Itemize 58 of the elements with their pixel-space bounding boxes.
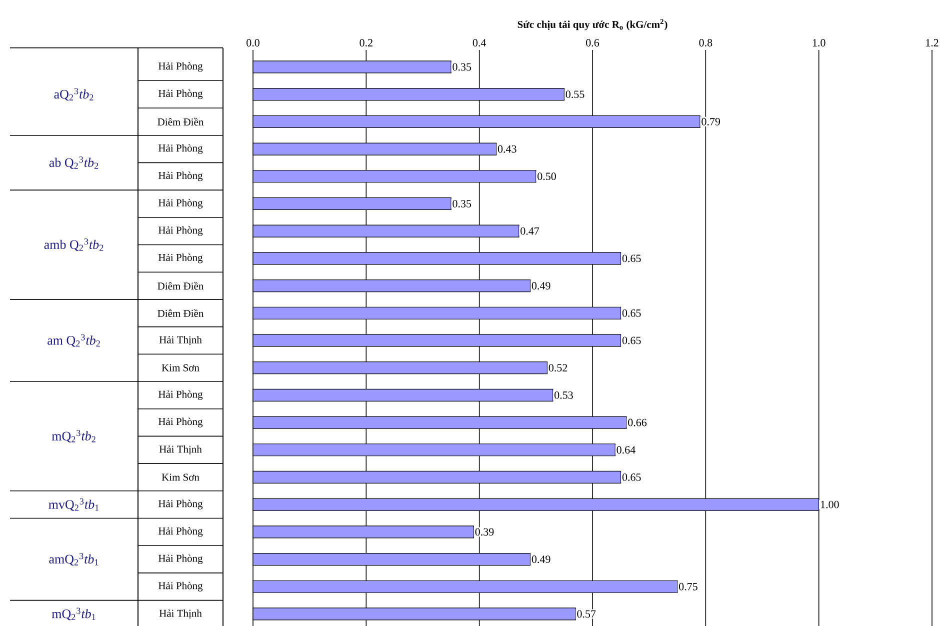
data-label: 0.65 <box>622 254 641 262</box>
data-label: 0.53 <box>554 391 573 399</box>
data-label: 0.75 <box>679 582 698 590</box>
x-axis-title: Sức chịu tải quy ước R$_{o}$ (kG/cm$^{2}$) <box>518 19 668 30</box>
text: mQ$_{2}$$^{3}$tb$_{2}$ <box>52 430 96 442</box>
y-tick-label: Hải Phòng <box>158 418 203 428</box>
y-tick-label: Hải Phòng <box>158 62 203 72</box>
y-tick-label: Hải Phòng <box>158 500 203 510</box>
text: amb Q$_{2}$$^{3}$tb$_{2}$ <box>44 238 104 251</box>
data-label: 0.43 <box>498 145 516 153</box>
text: am Q$_{2}$$^{3}$tb$_{2}$ <box>48 334 100 347</box>
y-tick-label: Hải Thịnh <box>159 336 202 345</box>
text: mQ$_{2}$$^{3}$tb$_{1}$ <box>52 608 96 620</box>
data-label: 0.79 <box>702 118 720 126</box>
y-tick-label: Hải Phòng <box>158 90 203 100</box>
y-tick-label: Hải Phòng <box>158 554 203 564</box>
data-label: 0.49 <box>532 282 550 290</box>
y-tick-label: Hải Phòng <box>158 226 203 236</box>
text: mvQ$_{2}$$^{3}$tb$_{1}$ <box>48 498 99 511</box>
y-tick-label: Hải Phòng <box>158 582 203 592</box>
data-label: 1.00 <box>821 500 839 508</box>
x-tick-label: 0.2 <box>360 39 372 46</box>
data-label: 0.35 <box>452 63 472 71</box>
data-label: 0.50 <box>538 172 556 180</box>
x-tick-label: 0.4 <box>472 39 486 46</box>
y-tick-label: Hải Thịnh <box>159 445 202 454</box>
data-label: 0.65 <box>622 473 641 481</box>
y-tick-label: Hải Phòng <box>158 254 203 264</box>
y-tick-label: Kim Sơn <box>162 364 200 372</box>
data-label: 0.65 <box>622 309 641 317</box>
y-tick-label: Hải Thịnh <box>159 609 202 618</box>
y-tick-label: Hải Phòng <box>158 172 203 182</box>
y-tick-label: Kim Sơn <box>162 474 200 481</box>
x-tick-label: 0.0 <box>246 39 260 46</box>
y-tick-label: Diêm Điền <box>158 118 204 126</box>
x-tick-label: 0.6 <box>586 39 600 46</box>
data-label: 0.55 <box>566 90 584 98</box>
data-label: 0.57 <box>577 610 596 618</box>
x-tick-label: 1.0 <box>812 39 826 46</box>
data-label: 0.64 <box>616 446 636 454</box>
data-label: 0.39 <box>475 528 494 536</box>
data-label: 0.66 <box>628 418 647 426</box>
y-tick-label: Hải Phòng <box>158 390 203 400</box>
data-label: 0.47 <box>520 227 540 235</box>
data-label: 0.49 <box>532 556 550 564</box>
y-tick-label: Diêm Điền <box>158 282 204 290</box>
data-label: 0.52 <box>548 364 568 372</box>
data-label: 0.35 <box>452 200 472 208</box>
y-tick-label: Diêm Điền <box>158 309 204 317</box>
x-tick-label: 1.2 <box>926 39 938 46</box>
y-tick-label: Hải Phòng <box>158 527 203 537</box>
y-tick-label: Hải Phòng <box>158 198 203 208</box>
text: amQ$_{2}$$^{3}$tb$_{1}$ <box>49 553 98 566</box>
text: aQ$_{2}$$^{3}$tb$_{2}$ <box>54 88 94 101</box>
text: ab Q$_{2}$$^{3}$tb$_{2}$ <box>49 156 98 169</box>
y-tick-label: Hải Phòng <box>158 144 203 154</box>
x-tick-label: 0.8 <box>699 39 712 46</box>
data-label: 0.65 <box>622 336 641 344</box>
